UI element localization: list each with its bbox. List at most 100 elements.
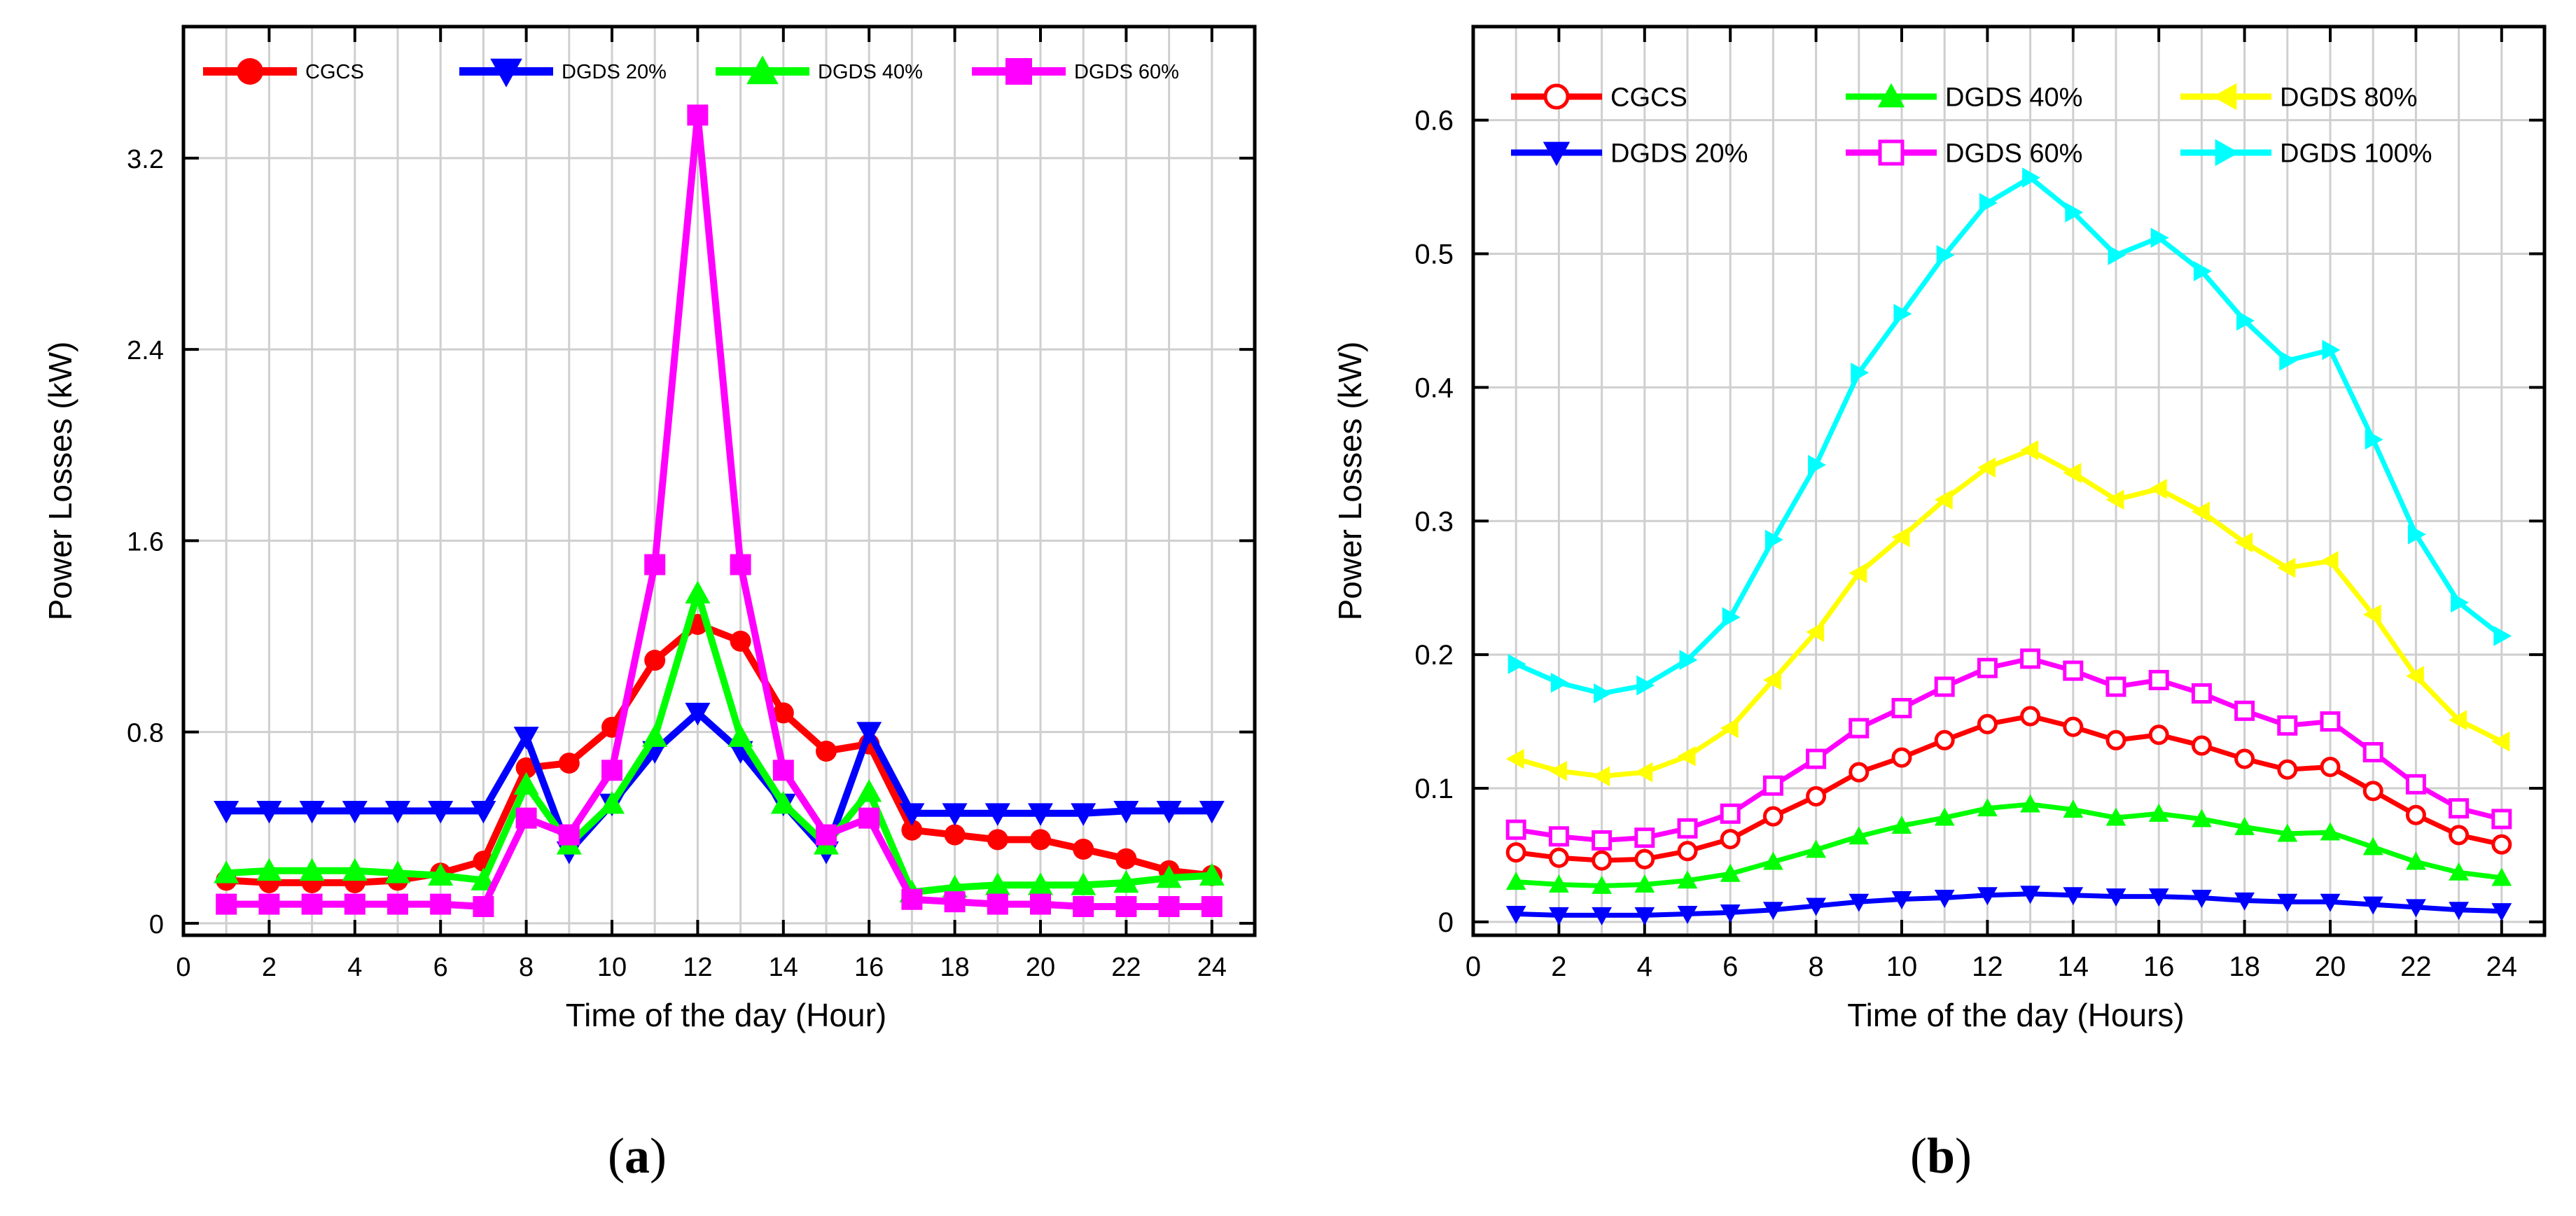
data-point: [1201, 896, 1223, 918]
plot-frame: [181, 25, 1257, 937]
data-point: [1115, 896, 1137, 918]
data-point: [1849, 563, 1867, 584]
data-point: [1549, 907, 1569, 925]
data-point: [1592, 766, 1610, 787]
data-point: [1028, 803, 1053, 826]
data-point: [2108, 245, 2126, 265]
data-point: [2279, 350, 2298, 371]
data-point: [1199, 800, 1225, 824]
data-point: [984, 872, 1010, 895]
data-point: [1634, 848, 1655, 869]
data-point: [1115, 848, 1137, 869]
data-point: [342, 858, 368, 881]
legend-entry: CGCS: [1511, 83, 1687, 112]
data-point: [2362, 604, 2381, 625]
data-point: [2451, 592, 2469, 613]
data-point: [1977, 657, 1998, 678]
data-point: [2491, 731, 2510, 752]
data-point: [2449, 798, 2470, 819]
legend-marker: [237, 58, 263, 85]
y-tick-label: 0.5: [1414, 239, 1454, 270]
data-point: [2449, 902, 2469, 921]
data-point: [471, 800, 496, 824]
data-point: [1720, 829, 1741, 850]
x-tick-label: 24: [1197, 953, 1227, 982]
gridlines: [1473, 27, 2544, 935]
x-tick-label: 6: [1722, 951, 1738, 982]
legend-label: DGDS 80%: [2280, 83, 2417, 112]
legend-entry: DGDS 80%: [2180, 83, 2417, 112]
data-point: [601, 760, 622, 781]
data-point: [301, 893, 323, 915]
data-point: [256, 800, 282, 824]
data-point: [2191, 735, 2212, 756]
data-point: [1720, 904, 1741, 923]
data-point: [1977, 713, 1998, 734]
data-point: [1763, 670, 1781, 690]
x-axis-label: Time of the day (Hours): [1847, 997, 2184, 1033]
data-point: [1677, 905, 1698, 924]
data-point: [2277, 715, 2298, 736]
data-point: [2020, 706, 2041, 727]
data-point: [1891, 747, 1912, 768]
data-point: [473, 896, 494, 918]
data-point: [2234, 532, 2253, 553]
data-point: [1158, 896, 1180, 918]
data-point: [558, 753, 580, 774]
data-point: [1505, 842, 1526, 863]
data-point: [387, 893, 408, 915]
data-point: [2406, 851, 2426, 870]
data-point: [2362, 781, 2383, 802]
series-line: [226, 111, 1212, 911]
x-tick-label: 14: [2058, 951, 2089, 982]
x-tick-label: 10: [597, 953, 627, 982]
data-point: [385, 860, 410, 883]
data-point: [858, 807, 880, 829]
x-tick-label: 8: [1808, 951, 1823, 982]
x-axis-label: Time of the day (Hour): [566, 997, 886, 1033]
data-point: [2063, 463, 2082, 483]
data-point: [2191, 683, 2212, 704]
data-point: [901, 888, 923, 910]
series-cgcs: [1505, 706, 2512, 871]
data-point: [2406, 666, 2424, 687]
x-tick-label: 12: [683, 953, 712, 982]
legend-label: DGDS 40%: [818, 61, 923, 83]
data-point: [558, 824, 580, 846]
data-point: [2320, 893, 2341, 912]
data-point: [2407, 524, 2426, 545]
data-point: [901, 819, 923, 841]
data-point: [2234, 748, 2255, 769]
series-dgds-80-: [1505, 440, 2510, 787]
panel-caption-a: (a): [608, 1128, 667, 1184]
data-point: [342, 800, 368, 824]
x-tick-label: 0: [176, 953, 190, 982]
data-point: [1679, 650, 1698, 671]
data-point: [1634, 874, 1655, 893]
data-point: [1849, 718, 1870, 739]
data-point: [730, 630, 751, 652]
x-tick-label: 16: [2143, 951, 2175, 982]
data-point: [727, 724, 753, 747]
data-point: [1763, 851, 1783, 870]
data-point: [2234, 700, 2255, 721]
data-point: [1934, 676, 1955, 697]
data-point: [2236, 310, 2255, 331]
data-point: [1636, 675, 1655, 696]
data-point: [1722, 607, 1741, 628]
legend-label: DGDS 20%: [562, 61, 667, 83]
data-point: [1550, 672, 1569, 693]
data-point: [1505, 905, 1526, 924]
data-point: [2449, 862, 2469, 881]
data-point: [471, 867, 496, 890]
data-point: [1977, 887, 1998, 906]
data-point: [1634, 762, 1653, 783]
data-point: [2362, 896, 2383, 915]
data-point: [899, 803, 925, 826]
data-point: [1851, 362, 1870, 383]
data-point: [2234, 816, 2255, 835]
legend-label: DGDS 40%: [1945, 83, 2082, 112]
x-tick-label: 20: [1026, 953, 1055, 982]
legend: CGCS DGDS 20% DGDS 40% DGDS 60%: [203, 55, 1179, 88]
